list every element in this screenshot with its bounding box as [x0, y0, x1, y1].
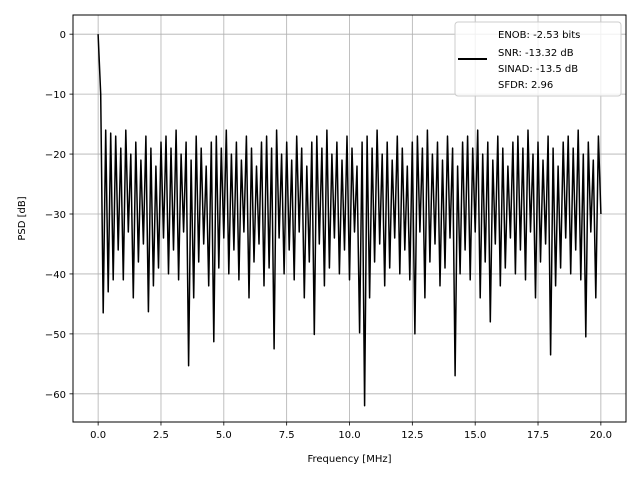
y-tick-label: 0 [60, 30, 66, 41]
plot-area [97, 34, 602, 407]
legend-sfdr: SFDR: 2.96 [498, 80, 553, 91]
ticks: 0.0 2.5 5.0 7.5 10.0 12.5 15.0 17.5 20.0 0 −10 −20 −… [45, 30, 612, 441]
x-tick-label: 15.0 [464, 430, 486, 441]
x-tick-label: 20.0 [590, 430, 612, 441]
x-tick-label: 0.0 [90, 430, 106, 441]
y-tick-label: −60 [45, 390, 66, 401]
y-axis-label: PSD [dB] [17, 196, 28, 240]
y-tick-label: −40 [45, 270, 66, 281]
y-tick-label: −10 [45, 90, 66, 101]
y-tick-label: −20 [45, 150, 66, 161]
x-axis-label: Frequency [MHz] [307, 454, 391, 465]
x-tick-label: 5.0 [216, 430, 232, 441]
legend-box [454, 21, 622, 97]
legend: ENOB: -2.53 bits SNR: -13.32 dB SINAD: -… [454, 21, 622, 97]
legend-snr: SNR: -13.32 dB [498, 48, 574, 59]
x-tick-label: 12.5 [401, 430, 423, 441]
psd-line [97, 34, 602, 407]
x-tick-label: 2.5 [153, 430, 169, 441]
x-tick-label: 17.5 [527, 430, 549, 441]
legend-sinad: SINAD: -13.5 dB [498, 64, 578, 75]
axes-frame [72, 14, 627, 423]
y-tick-label: −30 [45, 210, 66, 221]
x-tick-label: 10.0 [338, 430, 360, 441]
y-tick-label: −50 [45, 330, 66, 341]
x-tick-label: 7.5 [279, 430, 295, 441]
legend-enob: ENOB: -2.53 bits [498, 30, 580, 41]
